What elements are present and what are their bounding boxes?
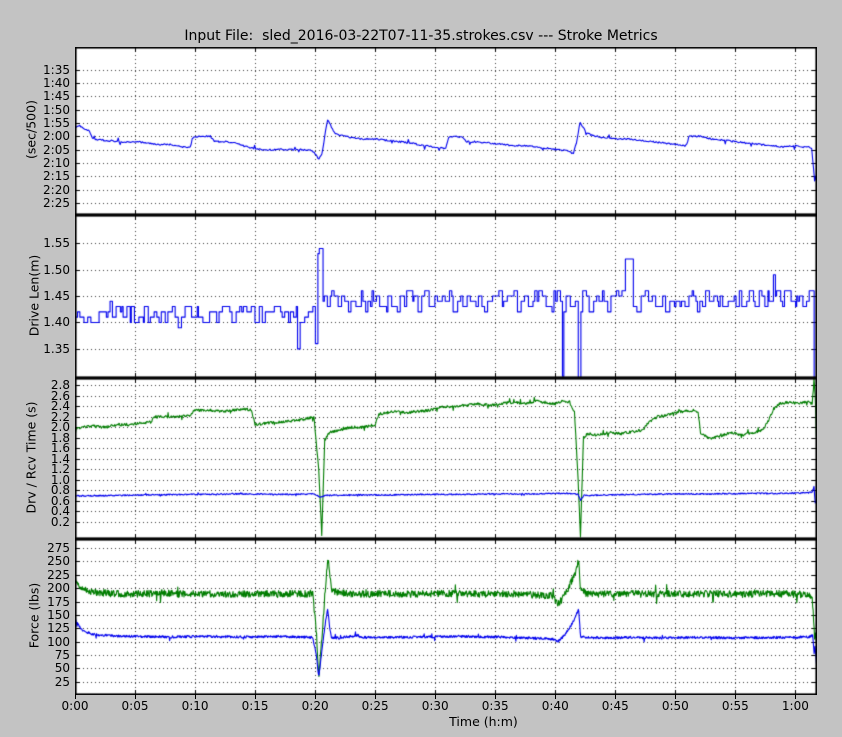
x-tick-mark — [555, 695, 556, 699]
x-tick-mark — [495, 695, 496, 699]
x-tick-mark — [195, 695, 196, 699]
y-tick-label: 0.4 — [50, 504, 70, 519]
y-tick-label: 175 — [47, 594, 70, 609]
force-plot-canvas — [75, 539, 817, 695]
y-tick-label: 125 — [47, 621, 70, 636]
x-tick-mark — [255, 695, 256, 699]
y-tick-label: 1:50 — [43, 102, 70, 117]
y-tick-label: 1.2 — [50, 462, 70, 477]
y-tick-label: 2:15 — [43, 169, 70, 184]
y-tick-label: 75 — [54, 648, 70, 663]
y-tick-label: 1:55 — [43, 116, 70, 130]
y-tick-label: 1.40 — [43, 315, 70, 330]
y-tick-label: 200 — [47, 581, 70, 596]
x-tick-mark — [75, 695, 76, 699]
y-tick-label: 2:20 — [43, 182, 70, 197]
x-tick-mark — [315, 695, 316, 699]
x-tick-label: 1:00 — [781, 699, 809, 713]
x-tick-label: 0:05 — [121, 699, 149, 713]
y-tick-label: 1:45 — [43, 89, 70, 104]
x-tick-mark — [435, 695, 436, 699]
y-tick-label: 2:25 — [43, 196, 70, 210]
pace-plot-canvas — [75, 47, 817, 215]
figure-title: Input File: sled_2016-03-22T07-11-35.str… — [184, 28, 658, 44]
x-tick-mark — [735, 695, 736, 699]
y-tick-label: 1:40 — [43, 76, 70, 90]
y-tick-label: 2.2 — [50, 409, 70, 424]
x-tick-label: 0:50 — [661, 699, 689, 713]
x-tick-label: 0:30 — [421, 699, 449, 713]
x-tick-label: 0:25 — [361, 699, 389, 713]
y-tick-label: 1:35 — [43, 62, 70, 77]
x-tick-mark — [795, 695, 796, 699]
drv-rcv-time-plot-canvas — [75, 378, 817, 539]
x-tick-label: 0:40 — [541, 699, 569, 713]
x-tick-label: 0:15 — [241, 699, 269, 713]
y-tick-label: 50 — [54, 661, 70, 676]
y-tick-label: 2.8 — [50, 378, 70, 393]
x-tick-mark — [375, 695, 376, 699]
x-tick-label: 0:45 — [601, 699, 629, 713]
y-tick-label: 100 — [47, 634, 70, 649]
y-tick-label: 275 — [47, 541, 70, 556]
x-tick-mark — [615, 695, 616, 699]
x-tick-label: 0:20 — [301, 699, 329, 713]
y-tick-label: 1.0 — [50, 472, 70, 487]
y-tick-label: 2:00 — [43, 129, 70, 144]
y-tick-label: 1.45 — [43, 288, 70, 303]
y-tick-label: 150 — [47, 607, 70, 622]
y-tick-label: 0.8 — [50, 483, 70, 498]
x-tick-mark — [675, 695, 676, 699]
y-tick-label: 1.50 — [43, 262, 70, 277]
y-tick-label: 2:10 — [43, 156, 70, 170]
y-tick-label: 1.55 — [43, 236, 70, 251]
y-tick-label: 2.0 — [50, 420, 70, 435]
y-tick-label: 2.6 — [50, 388, 70, 403]
y-tick-label: 0.6 — [50, 493, 70, 508]
x-tick-label: 0:00 — [61, 699, 89, 713]
x-axis-label: Time (h:m) — [449, 714, 518, 729]
x-tick-mark — [135, 695, 136, 699]
y-tick-label: 1.35 — [43, 341, 70, 356]
y-tick-label: 225 — [47, 567, 70, 582]
y-tick-label: 1.4 — [50, 451, 70, 466]
x-tick-label: 0:55 — [721, 699, 749, 713]
y-tick-label: 250 — [47, 554, 70, 569]
y-tick-label: 1.6 — [50, 441, 70, 456]
y-tick-label: 0.2 — [50, 514, 70, 529]
y-tick-label: 2:05 — [43, 142, 70, 157]
y-tick-label: 2.4 — [50, 399, 70, 414]
x-tick-label: 0:10 — [181, 699, 209, 713]
y-tick-label: 1.8 — [50, 430, 70, 445]
drive-length-plot-canvas — [75, 215, 817, 378]
y-tick-label: 25 — [54, 674, 70, 689]
x-tick-label: 0:35 — [481, 699, 509, 713]
